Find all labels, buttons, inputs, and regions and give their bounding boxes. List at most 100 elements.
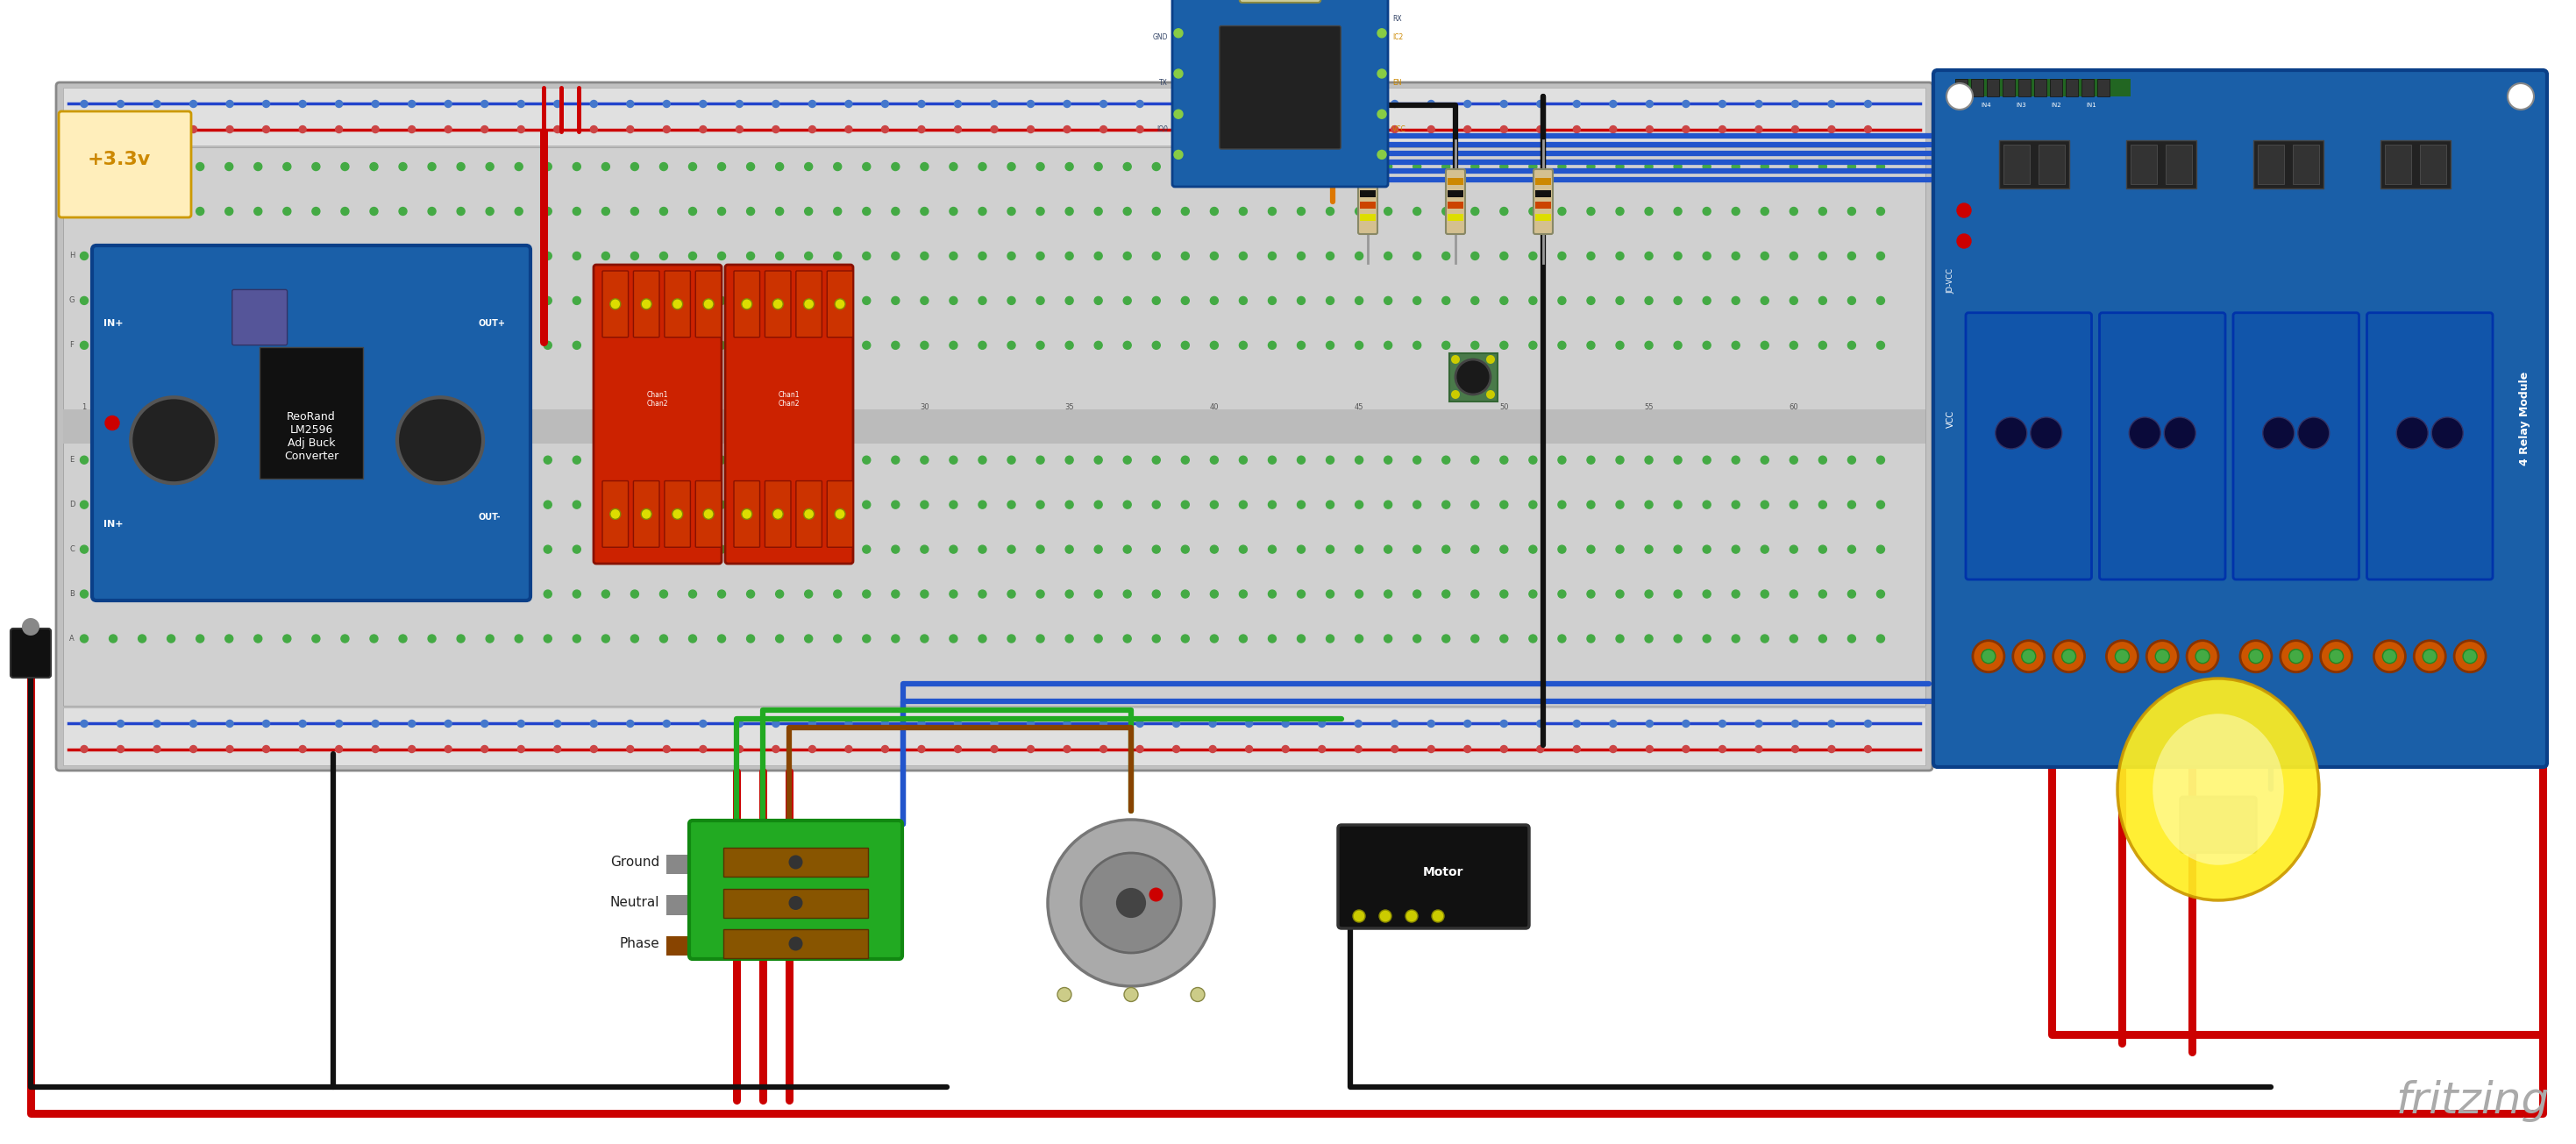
Circle shape [1443, 590, 1450, 598]
Circle shape [775, 296, 783, 304]
Circle shape [428, 456, 435, 464]
Circle shape [1066, 207, 1074, 215]
Circle shape [1211, 635, 1218, 643]
Circle shape [515, 341, 523, 349]
Circle shape [1211, 207, 1218, 215]
Circle shape [487, 341, 495, 349]
Circle shape [835, 509, 845, 519]
Text: EN: EN [1394, 79, 1401, 87]
Circle shape [371, 101, 379, 108]
Circle shape [1056, 987, 1072, 1001]
Circle shape [1123, 590, 1131, 598]
Circle shape [108, 635, 116, 643]
Circle shape [1847, 590, 1855, 598]
Circle shape [1239, 207, 1247, 215]
Circle shape [1471, 296, 1479, 304]
FancyBboxPatch shape [1218, 26, 1340, 149]
Circle shape [1427, 101, 1435, 108]
Circle shape [1958, 235, 1971, 248]
Circle shape [1298, 296, 1306, 304]
Circle shape [863, 252, 871, 260]
Circle shape [1239, 590, 1247, 598]
Circle shape [920, 456, 927, 464]
Circle shape [1703, 296, 1710, 304]
Circle shape [108, 501, 116, 509]
Circle shape [1036, 252, 1043, 260]
Circle shape [80, 590, 88, 598]
Circle shape [1211, 456, 1218, 464]
Circle shape [572, 296, 580, 304]
Circle shape [1718, 101, 1726, 108]
Circle shape [1615, 162, 1623, 170]
Circle shape [167, 546, 175, 554]
Circle shape [196, 252, 204, 260]
Circle shape [775, 546, 783, 554]
Circle shape [1383, 341, 1391, 349]
Circle shape [979, 296, 987, 304]
Circle shape [1247, 720, 1252, 728]
Circle shape [1762, 252, 1770, 260]
Circle shape [1383, 635, 1391, 643]
Circle shape [167, 207, 175, 215]
Circle shape [1499, 162, 1507, 170]
Circle shape [1646, 341, 1654, 349]
Circle shape [863, 456, 871, 464]
Circle shape [1182, 207, 1190, 215]
Circle shape [1355, 501, 1363, 509]
Circle shape [1352, 909, 1365, 922]
Circle shape [775, 456, 783, 464]
FancyBboxPatch shape [1533, 169, 1553, 235]
FancyBboxPatch shape [603, 271, 629, 337]
Text: 5: 5 [198, 403, 204, 411]
Circle shape [446, 746, 451, 753]
Circle shape [283, 207, 291, 215]
Circle shape [1878, 252, 1886, 260]
Circle shape [139, 252, 147, 260]
Circle shape [719, 635, 726, 643]
Circle shape [688, 162, 696, 170]
Circle shape [631, 296, 639, 304]
FancyBboxPatch shape [665, 271, 690, 337]
Circle shape [773, 126, 781, 133]
Circle shape [1819, 456, 1826, 464]
Circle shape [626, 720, 634, 728]
FancyBboxPatch shape [765, 480, 791, 547]
Circle shape [672, 299, 683, 309]
Circle shape [1355, 746, 1363, 753]
Circle shape [1762, 546, 1770, 554]
Circle shape [340, 296, 348, 304]
Circle shape [255, 252, 263, 260]
Circle shape [1587, 296, 1595, 304]
Circle shape [1208, 746, 1216, 753]
Circle shape [626, 101, 634, 108]
Circle shape [917, 746, 925, 753]
Bar [1535, 201, 1551, 208]
Circle shape [196, 162, 204, 170]
Circle shape [224, 456, 232, 464]
Circle shape [1463, 720, 1471, 728]
Circle shape [1036, 635, 1043, 643]
Circle shape [139, 162, 147, 170]
Circle shape [1208, 720, 1216, 728]
Bar [2166, 144, 2192, 184]
Circle shape [1283, 720, 1288, 728]
Circle shape [1703, 207, 1710, 215]
Circle shape [1499, 546, 1507, 554]
Circle shape [953, 101, 961, 108]
Circle shape [283, 341, 291, 349]
Circle shape [1267, 207, 1275, 215]
Circle shape [1731, 546, 1739, 554]
Circle shape [804, 341, 811, 349]
Bar [724, 889, 868, 917]
Circle shape [80, 162, 88, 170]
Circle shape [703, 509, 714, 519]
Circle shape [1007, 162, 1015, 170]
Circle shape [1355, 341, 1363, 349]
Circle shape [518, 746, 526, 753]
Circle shape [835, 590, 842, 598]
Bar [667, 936, 693, 955]
Circle shape [487, 590, 495, 598]
Circle shape [2115, 650, 2130, 664]
Circle shape [845, 126, 853, 133]
Circle shape [951, 635, 958, 643]
